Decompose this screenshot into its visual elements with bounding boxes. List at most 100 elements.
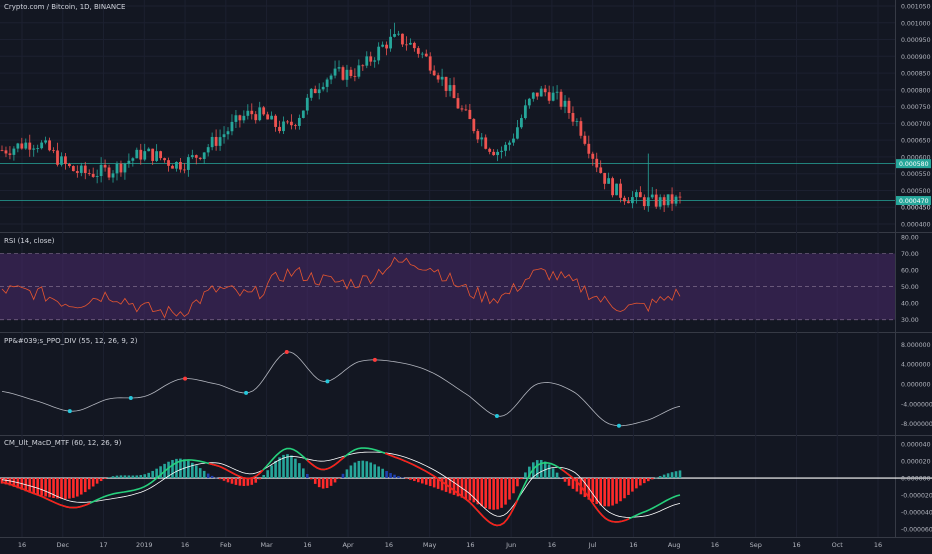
macd-histogram-bar xyxy=(452,478,456,495)
macd-histogram-bar xyxy=(670,472,674,479)
macd-histogram-bar xyxy=(48,478,51,498)
candle-body xyxy=(274,115,277,127)
candle-body xyxy=(242,115,246,121)
candle-body xyxy=(218,137,222,146)
candle-body xyxy=(4,150,8,154)
time-tick-label: May xyxy=(423,541,437,549)
macd-histogram-bar xyxy=(294,458,297,479)
macd-histogram-bar xyxy=(563,478,567,482)
macd-histogram-bar xyxy=(103,478,107,479)
macd-histogram-bar xyxy=(123,475,127,479)
macd-histogram-bar xyxy=(678,470,682,479)
candle-body xyxy=(650,194,654,198)
candle-body xyxy=(591,153,595,159)
candle-body xyxy=(523,105,527,119)
macd-histogram-bar xyxy=(424,478,428,485)
candle-body xyxy=(405,44,408,46)
macd-histogram-bar xyxy=(639,478,642,486)
rsi-pane xyxy=(1,256,681,319)
macd-histogram-bar xyxy=(528,466,531,479)
symbol-title[interactable]: Crypto.com / Bitcoin, 1D, BINANCE xyxy=(4,3,126,11)
candle-body xyxy=(638,192,642,198)
candle-body xyxy=(599,167,603,173)
rsi-band xyxy=(0,253,895,321)
macd-histogram-bar xyxy=(147,472,151,479)
time-tick-label: 17 xyxy=(99,541,107,549)
macd-tick-label: 0.000020 xyxy=(901,459,931,466)
macd-histogram-bar xyxy=(187,460,190,479)
macd-histogram-bar xyxy=(456,478,460,497)
candle-body xyxy=(107,167,111,178)
macd-histogram-bar xyxy=(329,478,333,486)
candle-body xyxy=(40,142,44,149)
macd-histogram-bar xyxy=(202,470,206,479)
time-tick-label: Mar xyxy=(260,541,273,549)
candle-body xyxy=(500,150,503,152)
candle-body xyxy=(127,160,131,164)
candle-body xyxy=(408,42,412,45)
candle-body xyxy=(329,75,333,80)
ppo-label[interactable]: PP&#039;s_PPO_DIV (55, 12, 26, 9, 2) xyxy=(4,337,138,345)
macd-histogram-bar xyxy=(44,478,47,497)
candle-body xyxy=(353,75,357,77)
candle-body xyxy=(543,88,547,93)
macd-tick-label: 0.000000 xyxy=(901,476,931,483)
ppo-tick-label: -8.000000 xyxy=(901,421,932,428)
macd-histogram-bar xyxy=(76,478,79,497)
time-tick-label: 16 xyxy=(303,541,311,549)
time-tick-label: 16 xyxy=(181,541,189,549)
macd-histogram-bar xyxy=(476,478,480,505)
candle-body xyxy=(139,149,143,160)
ppo-peak-dot xyxy=(372,357,377,362)
macd-histogram-bar xyxy=(194,465,198,479)
macd-histogram-bar xyxy=(341,473,345,479)
macd-tick-label: -0.000060 xyxy=(901,526,932,533)
macd-histogram-bar xyxy=(242,478,246,486)
candle-body xyxy=(313,88,317,94)
macd-line-bearish xyxy=(1,481,91,509)
price-tick-label: 0.000400 xyxy=(901,222,931,229)
candle-body xyxy=(658,197,662,207)
candle-body xyxy=(460,108,464,110)
macd-histogram-bar xyxy=(504,478,507,505)
price-tick-label: 0.000650 xyxy=(901,138,931,145)
candle-body xyxy=(480,137,484,140)
candle-body xyxy=(68,163,71,167)
macd-histogram-bar xyxy=(83,478,87,493)
macd-histogram-bar xyxy=(226,478,230,483)
candle-body xyxy=(103,164,107,168)
candle-body xyxy=(587,143,591,154)
candle-body xyxy=(615,183,618,196)
candle-body xyxy=(464,109,468,111)
candle-body xyxy=(448,85,452,91)
macd-histogram-bar xyxy=(496,478,499,510)
macd-histogram-bar xyxy=(16,478,20,489)
price-badge-low: 0.000450 xyxy=(901,205,931,212)
candle-body xyxy=(179,161,182,170)
price-badge-last: 0.000470 xyxy=(899,198,929,205)
rsi-label[interactable]: RSI (14, close) xyxy=(4,237,55,245)
macd-label[interactable]: CM_Ult_MacD_MTF (60, 12, 26, 9) xyxy=(4,439,122,447)
candle-body xyxy=(250,110,254,115)
candle-body xyxy=(210,136,214,148)
macd-histogram-bar xyxy=(417,478,420,483)
macd-histogram-bar xyxy=(353,462,357,479)
macd-histogram-bar xyxy=(198,468,202,479)
macd-histogram-bar xyxy=(159,466,162,479)
candle-body xyxy=(246,110,250,116)
candle-body xyxy=(294,125,297,127)
macd-histogram-bar xyxy=(662,474,666,479)
candle-body xyxy=(619,183,622,198)
macd-histogram-bar xyxy=(448,478,452,494)
time-tick-label: 16 xyxy=(711,541,719,549)
macd-histogram-bar xyxy=(401,477,404,479)
time-tick-label: Feb xyxy=(220,541,232,549)
price-tick-label: 0.000550 xyxy=(901,171,931,178)
candle-body xyxy=(155,151,159,161)
candle-body xyxy=(206,147,210,153)
macd-histogram-bar xyxy=(262,474,265,479)
candle-body xyxy=(642,197,646,207)
candle-body xyxy=(678,196,682,198)
